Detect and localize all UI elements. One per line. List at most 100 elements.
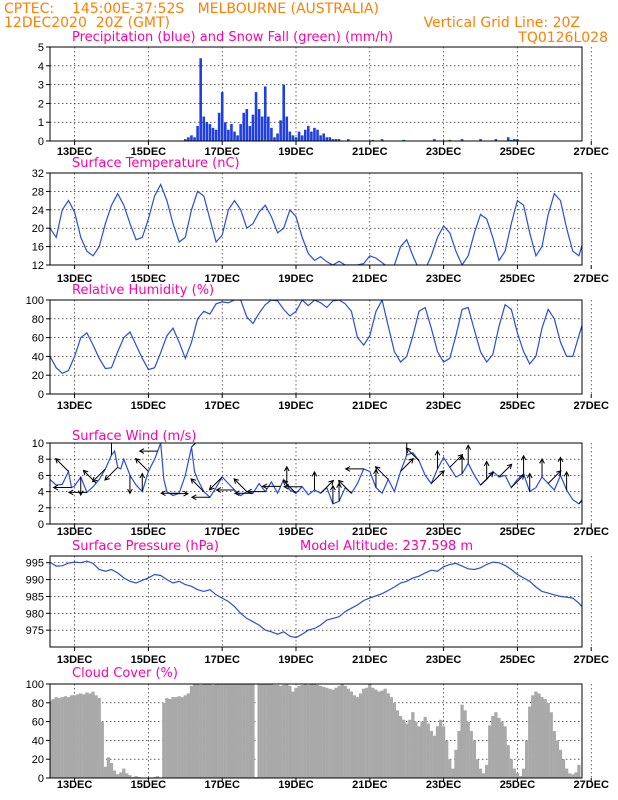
wind-arrow-head — [457, 453, 464, 460]
y-axis: 0 2 4 6 8 10 — [32, 438, 50, 531]
x-axis: 13DEC 15DEC 17DEC 19DEC 21DEC 23DEC 25DEC 27DEC — [57, 394, 609, 412]
x-tick-label: 13DEC — [57, 779, 93, 791]
precip-bar — [193, 137, 196, 141]
cloud-bar — [57, 698, 61, 778]
cloud-bar — [205, 684, 209, 778]
precip-bar — [303, 129, 307, 141]
x-tick-label: 23DEC — [426, 146, 462, 158]
cloud-bar — [466, 721, 470, 778]
y-tick-label: 0 — [38, 773, 44, 785]
panel-2: 12 16 20 24 28 32 13DEC 15DEC 17DEC 19DEC 21DEC 23D… — [32, 156, 609, 285]
cloud-bar — [91, 691, 95, 778]
wind-arrow-shaft — [92, 468, 106, 483]
series-line — [50, 183, 582, 265]
wind-arrow-shaft — [449, 454, 463, 468]
wind-arrow-head — [465, 444, 472, 450]
cloud-bar — [389, 697, 393, 778]
cloud-bar — [186, 693, 191, 778]
cloud-bar — [119, 772, 123, 778]
cloud-bar — [214, 684, 218, 778]
cloud-bar — [291, 691, 295, 778]
cloud-bar — [217, 684, 221, 778]
cloud-bar — [245, 684, 249, 778]
x-tick-label: 15DEC — [131, 273, 167, 285]
x-tick-label: 27DEC — [573, 400, 609, 412]
cloud-bar — [343, 685, 347, 778]
precip-bar — [248, 125, 252, 141]
precip-bar — [239, 124, 242, 141]
precip-bar — [199, 58, 202, 141]
wind-arrow-head — [199, 434, 204, 439]
wind-arrow-head — [408, 457, 415, 464]
precip-bar — [227, 129, 230, 141]
cloud-bar — [475, 759, 480, 778]
x-tick-label: 17DEC — [204, 400, 240, 412]
cloud-bar — [263, 684, 267, 778]
y-tick-label: 60 — [32, 333, 44, 345]
cloud-bar — [457, 731, 461, 778]
precip-bar — [233, 131, 236, 141]
precip-bar — [184, 139, 187, 141]
wind-arrow-shaft — [375, 466, 389, 480]
x-tick-label: 15DEC — [131, 400, 167, 412]
y-tick-label: 0 — [38, 519, 44, 531]
x-tick-label: 27DEC — [573, 654, 609, 666]
plot-frame — [49, 442, 583, 525]
cloud-bar — [488, 725, 492, 778]
precip-bar — [288, 131, 292, 141]
wind-arrow-head — [183, 490, 189, 497]
cloud-bar — [285, 684, 289, 778]
x-axis: 13DEC 15DEC 17DEC 19DEC 21DEC 23DEC 25DEC 27DEC — [57, 265, 609, 285]
snow-bar — [233, 139, 236, 141]
x-tick-label: 25DEC — [500, 146, 536, 158]
wind-arrow-shaft — [209, 476, 223, 491]
precip-bar — [516, 139, 519, 141]
cloud-bar — [494, 712, 498, 778]
panel-5: 975 980 985 990 995 13DEC 15DEC 17DEC 19DEC 21DEC… — [26, 539, 609, 666]
header-location: CPTEC: 145:00E-37:52S MELBOURNE (AUSTRAL… — [4, 1, 379, 17]
cloud-bar — [177, 696, 181, 778]
grid-lines — [50, 556, 592, 647]
cloud-bar — [543, 699, 547, 778]
cloud-bar — [312, 684, 317, 778]
cloud-bar — [448, 759, 452, 778]
cloud-bar — [189, 685, 194, 778]
cloud-bar — [478, 768, 483, 778]
cloud-bar — [340, 684, 344, 778]
cloud-bar — [100, 721, 104, 778]
x-axis: 13DEC 15DEC 17DEC 19DEC 21DEC 23DEC 25DEC 27DEC — [57, 524, 609, 538]
precip-bar — [242, 112, 246, 141]
wind-arrow-shaft — [233, 478, 248, 492]
cloud-bar — [377, 691, 381, 778]
cloud-bar — [362, 688, 366, 778]
x-tick-label: 13DEC — [57, 146, 93, 158]
wind-arrow-head — [344, 466, 351, 472]
panel-4: 0 2 4 6 8 10 13DEC 15DEC 17DEC 19DEC 21DEC 23DEC 25D… — [32, 429, 609, 538]
y-tick-label: 3 — [38, 80, 44, 92]
x-tick-label: 27DEC — [573, 146, 609, 158]
wind-arrow-head — [337, 479, 344, 486]
x-tick-label: 25DEC — [500, 526, 536, 538]
x-tick-label: 15DEC — [131, 526, 167, 538]
wind-arrow-shaft — [135, 458, 149, 472]
grid-lines — [50, 300, 592, 394]
precip-bar — [319, 135, 322, 141]
x-tick-label: 21DEC — [352, 146, 388, 158]
cloud-bar — [208, 684, 212, 778]
header-datetime: 12DEC2020 20Z (GMT) — [4, 15, 170, 31]
y-tick-label: 990 — [26, 575, 44, 587]
snow-bar — [509, 139, 513, 141]
wind-arrow-head — [557, 456, 564, 463]
cloud-bar — [521, 768, 526, 778]
snow-bar — [294, 139, 298, 141]
wind-arrow-shaft — [320, 480, 334, 494]
cloud-bar — [88, 693, 92, 778]
wind-arrow-head — [91, 476, 98, 483]
plot-area — [50, 560, 582, 639]
precip-bar — [316, 129, 319, 141]
precip-bar — [297, 131, 301, 141]
precip-bar — [322, 133, 325, 141]
cloud-bar — [564, 768, 569, 778]
cloud-bar — [395, 710, 400, 778]
y-tick-label: 8 — [38, 454, 44, 466]
